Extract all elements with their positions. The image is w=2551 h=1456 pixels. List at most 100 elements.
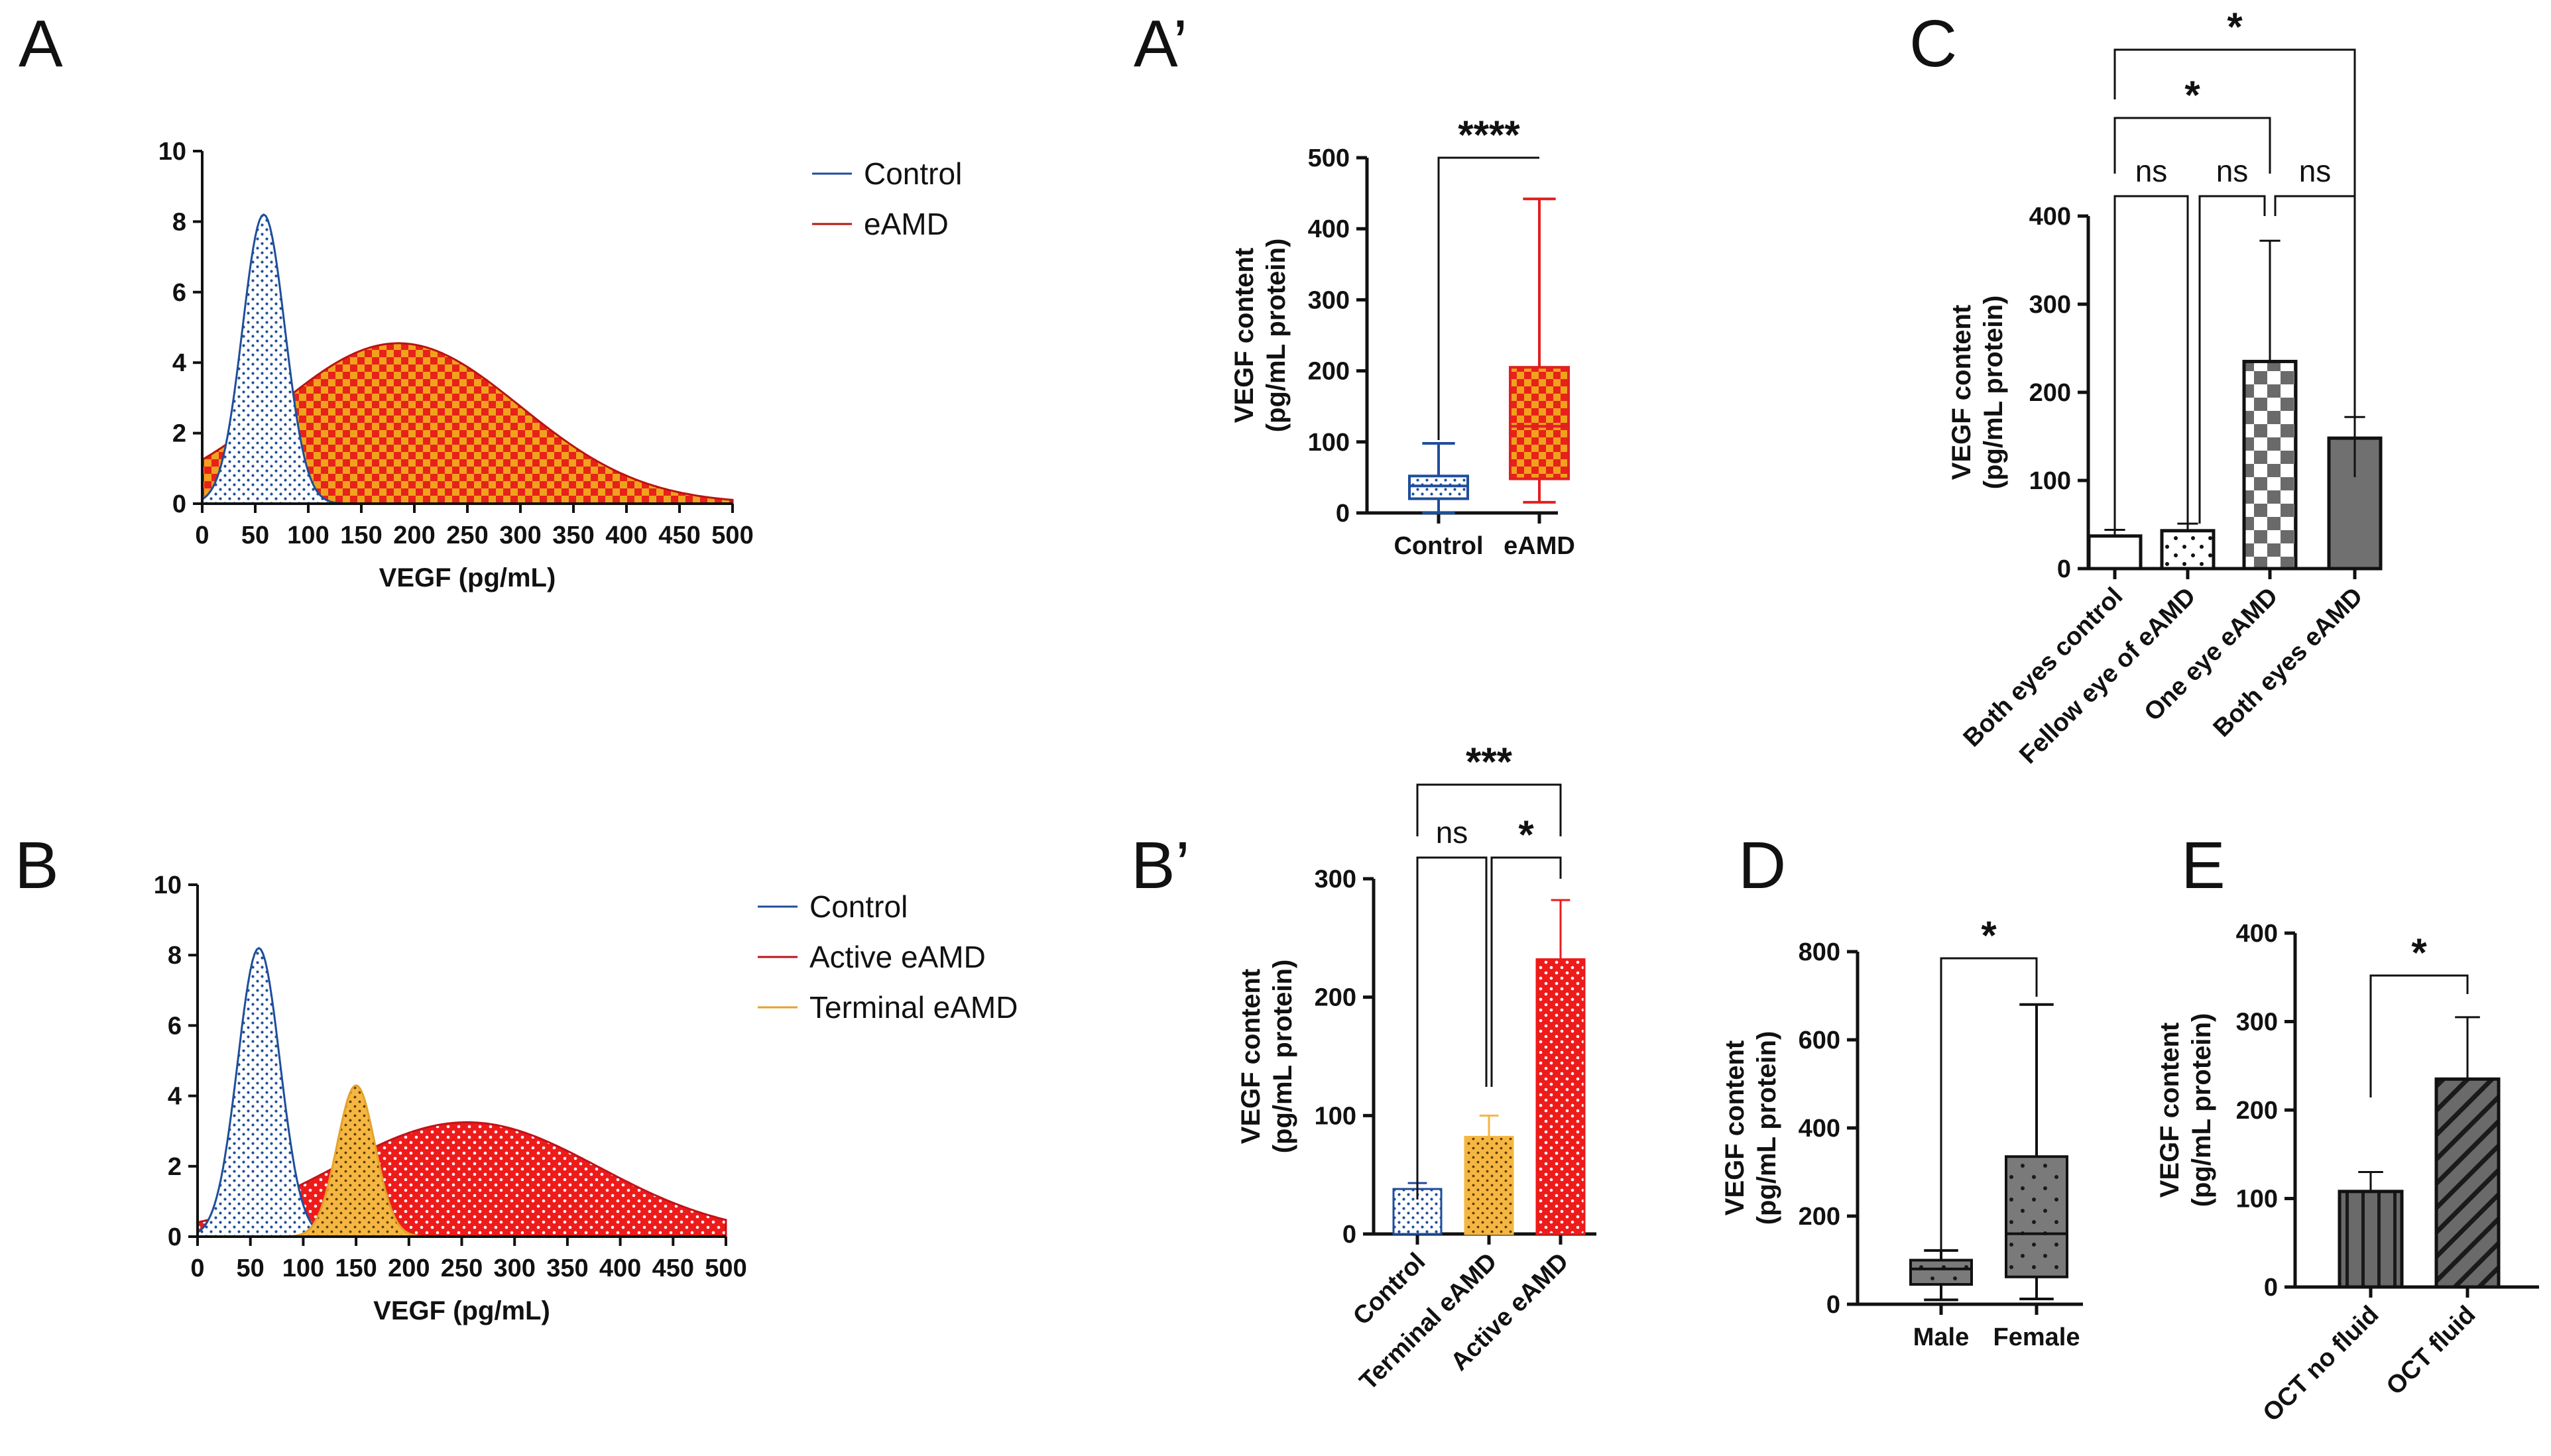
bar-oct-fluid bbox=[2434, 1077, 2501, 1289]
significance-label: * bbox=[2184, 73, 2200, 117]
y-tick-label: 0 bbox=[1336, 500, 1350, 528]
significance-label: * bbox=[1518, 812, 1534, 857]
panel-label-a-prime: A’ bbox=[1134, 7, 1188, 81]
box-eamd bbox=[1509, 366, 1570, 480]
y-axis-title-line: VEGF content bbox=[2155, 1023, 2184, 1198]
chart-D: 0 200 400 600 800 VEGF content (pg/mL protein)… bbox=[1720, 913, 2083, 1351]
y-axis-title: VEGF content (pg/mL protein) bbox=[1230, 239, 1291, 433]
significance-label: * bbox=[2227, 5, 2243, 49]
y-tick-label: 8 bbox=[172, 208, 186, 236]
x-tick-label: 400 bbox=[599, 1255, 641, 1282]
x-tick-label: 250 bbox=[446, 522, 488, 549]
x-tick-label: 0 bbox=[195, 522, 209, 549]
legend-entry: Control bbox=[809, 889, 908, 924]
x-tick-label: 150 bbox=[335, 1255, 377, 1282]
bar-fellow-eye-of-eamd bbox=[2160, 529, 2216, 571]
significance-bracket bbox=[1416, 783, 1562, 836]
x-tick-label: 0 bbox=[190, 1255, 204, 1282]
significance-bracket bbox=[2113, 48, 2356, 477]
y-tick-label: 100 bbox=[2029, 467, 2071, 495]
y-tick-label: 0 bbox=[2264, 1274, 2278, 1302]
x-tick-label: 500 bbox=[711, 522, 753, 549]
y-axis-title-line: (pg/mL protein) bbox=[1979, 296, 2008, 490]
legend-entry: eAMD bbox=[864, 207, 949, 241]
y-axis-title: VEGF content (pg/mL protein) bbox=[1947, 296, 2008, 490]
box-female bbox=[2005, 1155, 2068, 1278]
panel-label-c: C bbox=[1909, 7, 1957, 81]
significance-label: **** bbox=[1458, 113, 1520, 157]
y-axis-title: VEGF content (pg/mL protein) bbox=[1236, 960, 1297, 1154]
x-tick-label: 300 bbox=[499, 522, 541, 549]
significance-label: ns bbox=[2299, 154, 2332, 188]
chart-E: 0 100 200 300 400 VEGF content (pg/mL protein)… bbox=[2155, 920, 2539, 1428]
significance-bracket bbox=[1940, 957, 2038, 1258]
x-tick-label: 50 bbox=[237, 1255, 265, 1282]
y-tick-label: 400 bbox=[1308, 215, 1350, 243]
y-axis-title-line: VEGF content bbox=[1720, 1040, 1750, 1215]
y-tick-label: 4 bbox=[172, 349, 186, 377]
y-axis-title-line: (pg/mL protein) bbox=[1262, 239, 1291, 433]
chart-B: 0 50 100 150 200 250 300 350 400 450 500 0 2 4 6 8 10 VEG… bbox=[154, 871, 1018, 1325]
panel-label-b-prime: B’ bbox=[1131, 828, 1190, 903]
significance-label: *** bbox=[1466, 740, 1513, 784]
y-tick-label: 0 bbox=[2057, 555, 2071, 583]
x-axis-title: VEGF (pg/mL) bbox=[373, 1296, 550, 1325]
bar-one-eye-eamd bbox=[2242, 359, 2298, 571]
y-tick-label: 200 bbox=[1799, 1203, 1840, 1231]
significance-label: ns bbox=[2216, 154, 2249, 188]
significance-bracket bbox=[2113, 195, 2189, 534]
x-tick-label: eAMD bbox=[1504, 532, 1575, 560]
x-tick-label: 450 bbox=[652, 1255, 694, 1282]
significance-bracket bbox=[1416, 856, 1488, 1200]
significance-label: ns bbox=[1436, 815, 1468, 850]
y-tick-label: 500 bbox=[1308, 144, 1350, 172]
y-tick-label: 200 bbox=[2029, 379, 2071, 407]
y-tick-label: 300 bbox=[1315, 866, 1356, 893]
y-tick-label: 6 bbox=[172, 279, 186, 307]
x-axis-title: VEGF (pg/mL) bbox=[379, 563, 556, 592]
y-axis-title-line: VEGF content bbox=[1947, 305, 1976, 480]
significance-bracket bbox=[1490, 856, 1562, 1087]
chart-A_prime: 0 100 200 300 400 500 VEGF content (pg/mL prote… bbox=[1230, 113, 1575, 560]
y-tick-label: 0 bbox=[1342, 1221, 1356, 1249]
y-tick-label: 400 bbox=[2029, 203, 2071, 231]
y-tick-label: 100 bbox=[2236, 1186, 2278, 1213]
x-tick-label: 200 bbox=[393, 522, 435, 549]
x-tick-label: 350 bbox=[552, 522, 594, 549]
x-tick-label: 400 bbox=[605, 522, 647, 549]
y-tick-label: 400 bbox=[1799, 1115, 1840, 1143]
x-tick-label: OCT fluid bbox=[2381, 1301, 2481, 1401]
significance-bracket bbox=[2198, 195, 2266, 524]
y-tick-label: 400 bbox=[2236, 920, 2278, 948]
y-tick-label: 200 bbox=[1308, 358, 1350, 386]
bar-terminal-eamd bbox=[1464, 1135, 1514, 1235]
x-tick-label: Female bbox=[1993, 1323, 2080, 1351]
box-male bbox=[1909, 1259, 1973, 1286]
significance-label: * bbox=[1981, 913, 1997, 958]
y-tick-label: 2 bbox=[172, 420, 186, 448]
significance-bracket bbox=[1437, 156, 1539, 440]
y-tick-label: 200 bbox=[2236, 1097, 2278, 1125]
y-tick-label: 100 bbox=[1308, 429, 1350, 457]
significance-bracket bbox=[2369, 974, 2469, 1097]
legend-entry: Control bbox=[864, 156, 962, 191]
y-tick-label: 100 bbox=[1315, 1102, 1356, 1130]
x-tick-label: 100 bbox=[287, 522, 329, 549]
x-tick-label: 50 bbox=[241, 522, 269, 549]
x-tick-label: 500 bbox=[705, 1255, 746, 1282]
panel-label-a: A bbox=[19, 7, 63, 81]
x-tick-label: 350 bbox=[546, 1255, 588, 1282]
y-axis-title-line: VEGF content bbox=[1236, 969, 1266, 1144]
significance-label: * bbox=[2411, 930, 2427, 975]
x-tick-label: Male bbox=[1913, 1323, 1969, 1351]
y-tick-label: 8 bbox=[168, 942, 182, 970]
y-tick-label: 10 bbox=[154, 871, 182, 899]
y-tick-label: 6 bbox=[168, 1012, 182, 1040]
x-tick-label: 250 bbox=[441, 1255, 483, 1282]
bar-both-eyes-control bbox=[2087, 534, 2143, 571]
y-axis-title-line: (pg/mL protein) bbox=[2187, 1013, 2216, 1207]
y-tick-label: 600 bbox=[1799, 1027, 1840, 1054]
x-tick-label: 450 bbox=[658, 522, 700, 549]
x-tick-label: Control bbox=[1394, 532, 1483, 560]
